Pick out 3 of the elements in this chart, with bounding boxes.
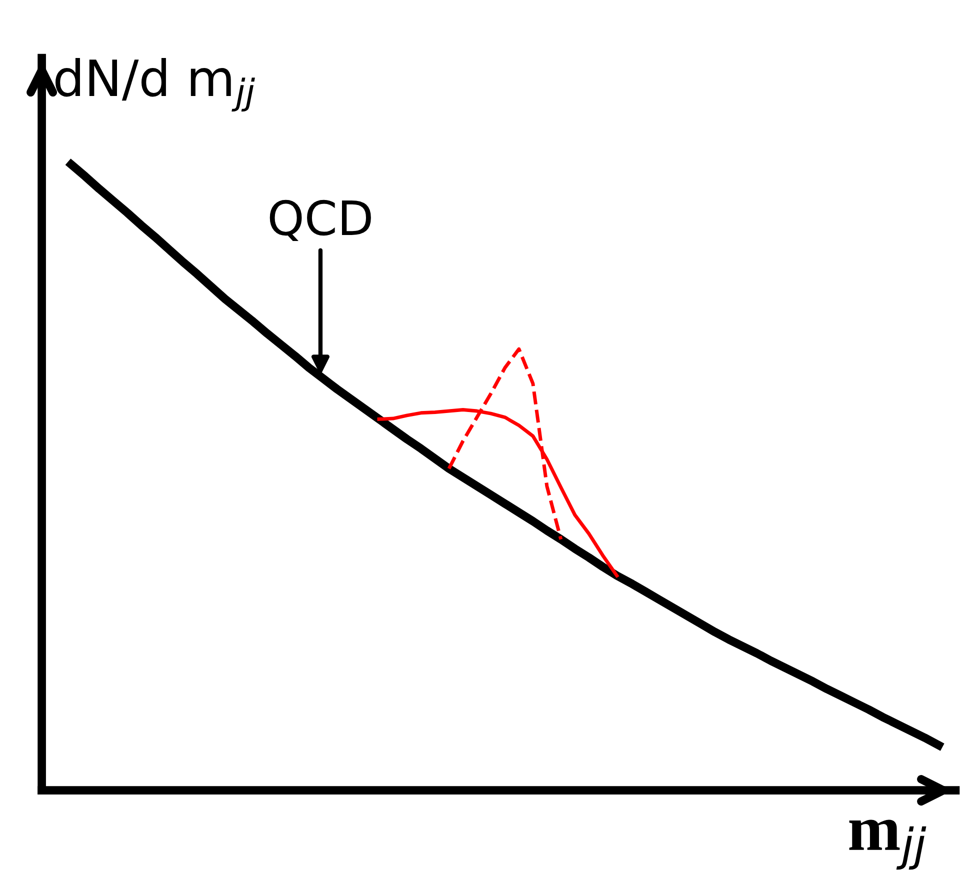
y-axis-title: dN/d m$_{jj}$ xyxy=(56,58,255,112)
x-axis-title: m$_{jj}$ xyxy=(849,820,926,870)
annotation: QCD xyxy=(270,200,371,242)
